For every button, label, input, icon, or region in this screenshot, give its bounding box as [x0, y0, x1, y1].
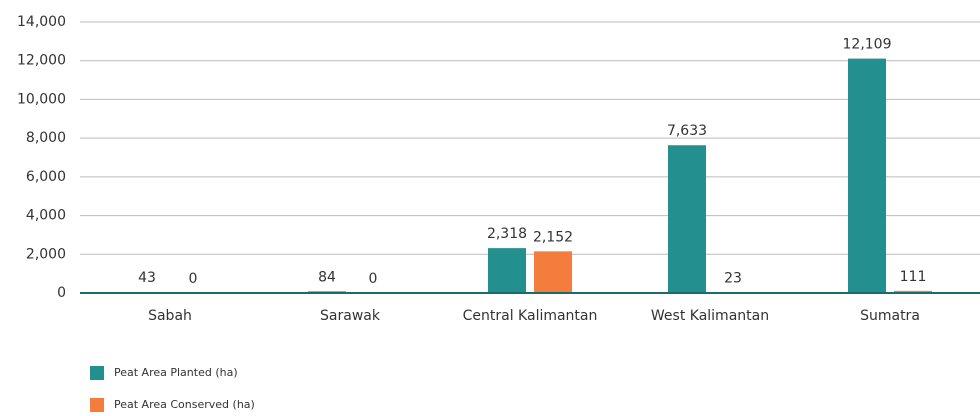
data-label: 43 [138, 270, 156, 286]
x-tick-label: Sarawak [320, 308, 381, 324]
bar [534, 251, 572, 293]
y-tick-label: 14,000 [17, 14, 66, 30]
data-label: 84 [318, 269, 336, 285]
y-tick-label: 6,000 [26, 169, 66, 185]
data-label: 0 [189, 271, 198, 287]
y-tick-label: 8,000 [26, 130, 66, 146]
data-label: 0 [369, 271, 378, 287]
data-label: 2,318 [487, 226, 527, 242]
y-tick-label: 10,000 [17, 91, 66, 107]
x-tick-label: West Kalimantan [651, 308, 769, 324]
bar [668, 145, 706, 293]
y-tick-label: 2,000 [26, 246, 66, 262]
data-label: 12,109 [843, 37, 892, 53]
legend-swatch [90, 398, 104, 412]
data-label: 2,152 [533, 229, 573, 245]
y-tick-label: 12,000 [17, 53, 66, 69]
y-tick-label: 0 [57, 285, 66, 301]
bar [848, 59, 886, 293]
data-label: 23 [724, 271, 742, 287]
x-tick-label: Sumatra [860, 308, 920, 324]
data-label: 111 [900, 269, 927, 285]
data-label: 7,633 [667, 123, 707, 139]
bar [488, 248, 526, 293]
y-tick-label: 4,000 [26, 208, 66, 224]
x-tick-label: Central Kalimantan [463, 308, 598, 324]
legend-text: Peat Area Conserved (ha) [114, 398, 255, 411]
legend-text: Peat Area Planted (ha) [114, 366, 238, 379]
x-tick-label: Sabah [148, 308, 192, 324]
legend-swatch [90, 366, 104, 380]
